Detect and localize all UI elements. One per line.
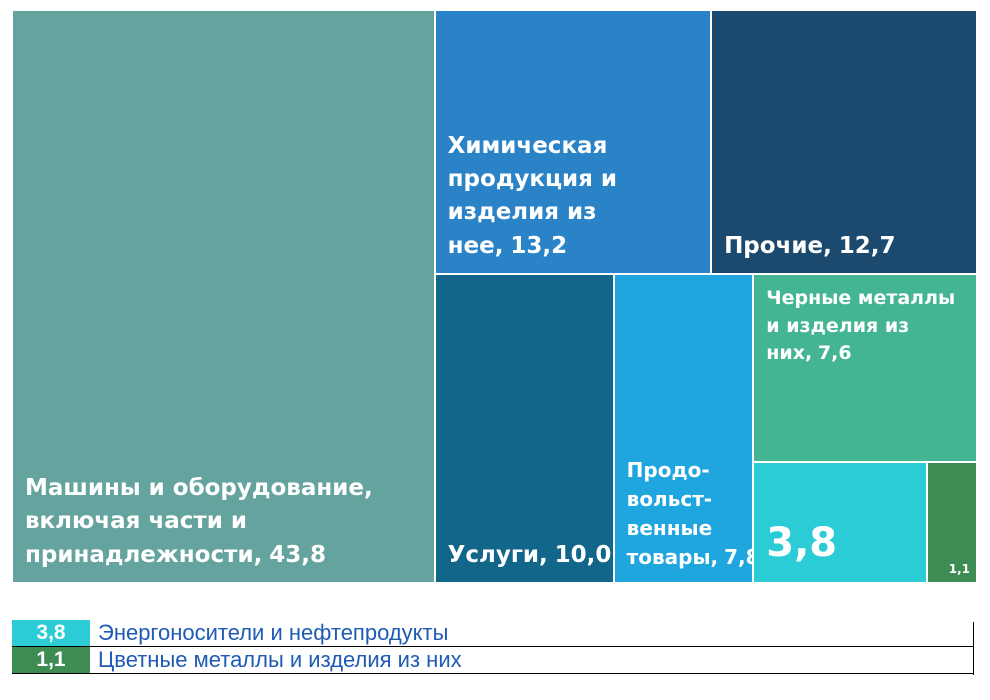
tile: Услуги, 10,0	[434, 274, 614, 583]
tile-name: Услуги,	[447, 541, 548, 568]
tile: Продо-вольст-венные товары,7,8	[613, 274, 754, 583]
tile-value: 3,8	[766, 519, 838, 566]
legend-value: 1,1	[12, 647, 90, 673]
tile-value: 1,1	[948, 561, 970, 576]
tile-value: 43,8	[269, 541, 326, 568]
legend-name: Цветные металлы и изделия из них	[98, 647, 462, 672]
tile-label: Услуги, 10,0	[447, 539, 612, 572]
tile-label: Черные металлы и изделия из них, 7,6	[766, 285, 964, 368]
tile-name: Машины и оборудование, включая части и п…	[25, 474, 373, 568]
legend-value: 3,8	[12, 620, 90, 646]
legend-rule	[12, 646, 974, 647]
tile-label: 1,1	[949, 561, 970, 578]
legend-row: 3,8 Энергоносители и нефтепродукты	[12, 620, 973, 646]
tile-name: Продо-вольст-венные товары,	[626, 457, 719, 569]
tile-name: Химическая продукция и изделия из нее,	[447, 132, 618, 259]
tile: Черные металлы и изделия из них, 7,6	[753, 274, 977, 462]
tile-value: 7,8	[724, 544, 752, 569]
tile-value: 10,0	[554, 541, 612, 568]
tile-label: Машины и оборудование, включая части и п…	[25, 472, 422, 572]
tile-value: 7,6	[817, 342, 852, 365]
tile: 1,1	[926, 461, 977, 583]
tile: 3,8	[753, 461, 927, 583]
legend-name: Энергоносители и нефтепродукты	[98, 620, 449, 645]
tile: Химическая продукция и изделия из нее, 13…	[434, 10, 712, 275]
legend-rule	[12, 673, 974, 674]
tile: Прочие, 12,7	[711, 10, 977, 275]
tile: Машины и оборудование, включая части и п…	[12, 10, 435, 583]
tile-value: 12,7	[838, 232, 896, 259]
tile-label: Химическая продукция и изделия из нее, 13…	[448, 130, 698, 263]
legend-rule	[973, 622, 974, 675]
tile-name: Черные металлы и изделия из них,	[766, 287, 956, 365]
tile-label: 3,8	[766, 514, 914, 572]
tile-label: Прочие, 12,7	[724, 230, 964, 263]
tile-label: Продо-вольст-венные товары,7,8	[626, 456, 753, 572]
tile-value: 13,2	[510, 232, 568, 259]
tile-name: Прочие,	[724, 232, 832, 259]
legend-row: 1,1 Цветные металлы и изделия из них	[12, 647, 973, 673]
